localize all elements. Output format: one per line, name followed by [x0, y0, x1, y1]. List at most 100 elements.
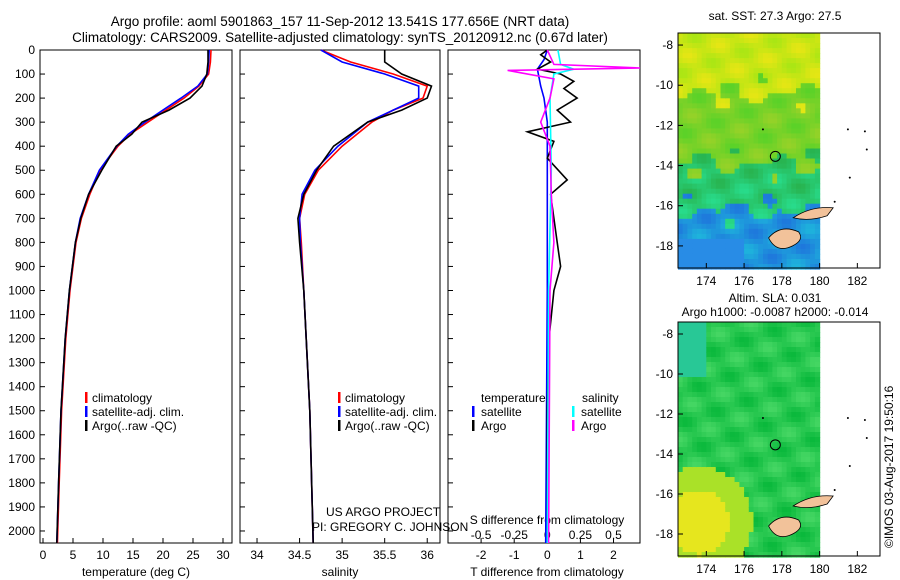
map-cell	[758, 452, 764, 458]
map-cell	[758, 482, 764, 488]
map-cell	[744, 163, 750, 170]
map-cell	[739, 48, 745, 54]
map-cell	[786, 457, 792, 463]
map-cell	[772, 362, 778, 368]
map-cell	[744, 173, 750, 180]
legend-temperature-title: temperature	[481, 391, 546, 405]
map-cell	[763, 497, 769, 503]
map-cell	[715, 243, 722, 250]
temperature-profile-panel: temperature (deg C) 0 5 10 15 20 25 3001002003…	[8, 43, 233, 579]
legend-label: satellite	[581, 405, 622, 419]
map-cell	[777, 143, 783, 150]
map-cell	[720, 198, 726, 205]
map-cell	[711, 83, 717, 89]
map-cell	[744, 198, 750, 205]
map-cell	[720, 512, 726, 518]
map-cell	[692, 158, 698, 165]
map-cell	[786, 63, 792, 69]
map-cell	[753, 517, 759, 523]
map-cell	[696, 327, 703, 333]
map-cell	[748, 487, 755, 493]
map-cell	[711, 432, 717, 438]
map-cell	[810, 43, 816, 49]
map-cell	[767, 552, 773, 558]
map-cell	[758, 153, 764, 160]
map-cell	[800, 397, 806, 403]
map-cell	[796, 442, 802, 448]
map-cell	[720, 98, 726, 104]
map-cell	[711, 362, 717, 368]
map-cell	[720, 382, 726, 388]
map-cell	[758, 168, 764, 175]
map-cell	[791, 462, 797, 468]
map-cell	[748, 113, 755, 119]
map-cell	[715, 138, 722, 144]
map-cell	[687, 547, 693, 553]
map-cell	[715, 522, 722, 528]
map-cell	[692, 218, 698, 225]
y-tick-label: 400	[15, 139, 35, 153]
map-cell	[814, 322, 821, 328]
map-cell	[701, 43, 707, 49]
map-cell	[805, 367, 811, 373]
map-cell	[758, 422, 764, 428]
map-cell	[734, 482, 740, 488]
map-cell	[696, 497, 703, 503]
map-cell	[715, 407, 722, 413]
map-cell	[692, 452, 698, 458]
map-cell	[739, 547, 745, 553]
map-cell	[715, 198, 722, 205]
map-cell	[706, 208, 712, 215]
map-cell	[729, 517, 736, 523]
map-cell	[725, 542, 731, 548]
map-cell	[781, 452, 788, 458]
map-cell	[711, 492, 717, 498]
map-cell	[753, 352, 759, 358]
map-cell	[715, 367, 722, 373]
map-cell	[763, 372, 769, 378]
map-cell	[711, 43, 717, 49]
map-cell	[758, 63, 764, 69]
map-cell	[711, 417, 717, 423]
map-cell	[715, 73, 722, 79]
map-cell	[758, 492, 764, 498]
map-cell	[748, 452, 755, 458]
map-cell	[748, 472, 755, 478]
map-cell	[796, 432, 802, 438]
map-cell	[720, 342, 726, 348]
map-cell	[772, 492, 778, 498]
map-cell	[814, 447, 821, 453]
map-cell	[706, 103, 712, 109]
map-cell	[739, 512, 745, 518]
map-cell	[758, 347, 764, 353]
map-cell	[729, 188, 736, 195]
map-cell	[814, 113, 821, 119]
map-cell	[805, 143, 811, 150]
map-cell	[725, 228, 731, 235]
map-cell	[781, 33, 788, 39]
map-cell	[706, 432, 712, 438]
map-cell	[734, 552, 740, 558]
map-cell	[696, 542, 703, 548]
map-cell	[753, 188, 759, 195]
map-cell	[786, 507, 792, 513]
map-cell	[706, 367, 712, 373]
map-cell	[706, 497, 712, 503]
map-cell	[725, 168, 731, 175]
map-cell	[791, 427, 797, 433]
map-cell	[753, 392, 759, 398]
map-cell	[758, 78, 764, 84]
map-cell	[753, 407, 759, 413]
map-cell	[763, 183, 769, 190]
map-cell	[696, 53, 703, 59]
map-cell	[791, 178, 797, 185]
map-cell	[805, 402, 811, 408]
salinity-xlabel: salinity	[322, 565, 359, 579]
y-tick-label: 500	[15, 163, 35, 177]
map-cell	[720, 332, 726, 338]
map-cell	[701, 193, 707, 200]
map-cell	[744, 78, 750, 84]
map-cell	[810, 63, 816, 69]
map-cell	[767, 208, 773, 215]
map-cell	[796, 48, 802, 54]
